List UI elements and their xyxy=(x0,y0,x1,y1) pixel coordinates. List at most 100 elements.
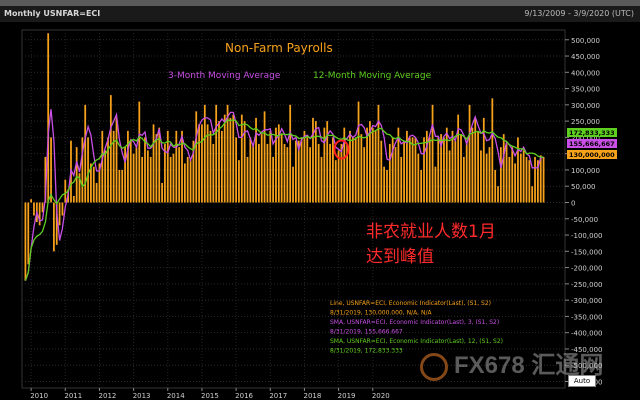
payroll-bar xyxy=(340,143,343,203)
payroll-bar xyxy=(460,134,462,203)
payroll-bar xyxy=(58,202,61,226)
info-legend-row: 8/31/2019, 155,666.667 xyxy=(330,329,403,336)
y-tick-label: 350,000 xyxy=(571,86,600,94)
payroll-bar xyxy=(132,153,135,203)
payroll-bar xyxy=(497,186,499,203)
payroll-bar xyxy=(369,121,371,203)
payroll-bar xyxy=(220,130,223,203)
annotation-line-2: 达到峰值 xyxy=(366,247,434,267)
plot-area xyxy=(21,29,566,389)
payroll-bar xyxy=(519,153,522,203)
y-tick-label: 500,000 xyxy=(571,37,600,45)
payroll-bar xyxy=(112,130,115,203)
payroll-bar xyxy=(90,163,92,203)
payroll-bar xyxy=(255,117,257,203)
payroll-bar xyxy=(235,137,237,203)
sma12-line xyxy=(24,119,544,281)
payroll-bar xyxy=(272,156,274,203)
payroll-bar xyxy=(72,195,75,203)
payroll-bar xyxy=(192,140,195,203)
payroll-bar xyxy=(437,137,440,203)
payroll-bar xyxy=(491,98,494,203)
payroll-bar xyxy=(138,101,141,203)
payroll-bar xyxy=(166,130,169,203)
payroll-bar xyxy=(462,156,465,203)
payroll-bar xyxy=(121,169,124,203)
payroll-bar xyxy=(118,169,121,203)
payroll-bar xyxy=(135,147,138,203)
info-legend-row: SMA, USNFAR=ECI, Economic Indicator(Last… xyxy=(330,319,499,326)
payroll-bar xyxy=(451,130,454,203)
payroll-bar xyxy=(215,104,218,203)
payroll-bar xyxy=(212,143,215,203)
payrolls-chart: 500,000 450,000 400,000 350,000 300,000 250,0… xyxy=(21,29,617,400)
payroll-bar xyxy=(246,156,249,203)
payroll-bar xyxy=(47,33,50,203)
payroll-bar xyxy=(64,179,67,203)
payroll-bar xyxy=(92,166,95,203)
payroll-bar xyxy=(522,150,525,203)
payroll-bar xyxy=(260,134,263,203)
payroll-bar xyxy=(164,143,166,203)
y-tick-label: -300,000 xyxy=(571,297,602,305)
chart-title: Non-Farm Payrolls xyxy=(225,41,333,55)
payroll-bar xyxy=(81,137,84,203)
x-tick-label: 2020 xyxy=(372,392,390,400)
payroll-bar xyxy=(525,156,528,203)
payroll-bar xyxy=(403,140,405,203)
payroll-bar xyxy=(374,130,377,203)
payroll-bar xyxy=(414,137,417,203)
payroll-bar xyxy=(209,130,212,203)
payroll-bar xyxy=(536,160,539,203)
last-value-label: 172,833,333 xyxy=(569,129,615,137)
payroll-bar xyxy=(78,173,81,203)
auto-scale-button[interactable]: Auto xyxy=(568,375,596,387)
payroll-bar xyxy=(243,121,246,203)
payroll-bar xyxy=(169,156,172,203)
y-tick-label: 0 xyxy=(571,199,575,207)
payroll-bar xyxy=(417,153,420,203)
payroll-bar xyxy=(502,134,505,203)
x-tick-label: 2012 xyxy=(99,392,117,400)
payroll-bar xyxy=(109,95,112,203)
payroll-bar xyxy=(360,134,363,203)
legend-sma3: 3-Month Moving Average xyxy=(168,71,281,81)
payroll-bar xyxy=(411,137,414,203)
x-tick-label: 2011 xyxy=(64,392,82,400)
y-tick-label: -450,000 xyxy=(571,346,602,354)
payroll-bar xyxy=(534,156,536,203)
payroll-bar xyxy=(53,202,55,252)
payroll-bar xyxy=(238,160,240,203)
info-legend-row: 8/31/2019, 172,833.333 xyxy=(330,348,403,355)
payroll-bar xyxy=(314,121,317,203)
payroll-bar xyxy=(511,147,514,203)
payroll-bar xyxy=(232,114,235,203)
payroll-bar xyxy=(477,130,479,203)
payroll-bar xyxy=(397,127,400,203)
payroll-bar xyxy=(434,166,437,203)
payroll-bar xyxy=(127,130,129,203)
payroll-bar xyxy=(266,143,269,203)
payroll-bar xyxy=(423,137,425,203)
payroll-bar xyxy=(312,117,314,203)
payroll-bar xyxy=(249,137,252,203)
payroll-bar xyxy=(488,147,491,203)
payroll-bar xyxy=(517,137,519,203)
payroll-bar xyxy=(41,202,44,213)
payroll-bar xyxy=(269,130,272,203)
payroll-bar xyxy=(175,130,178,203)
payroll-bar xyxy=(189,160,192,203)
y-tick-label: -50,000 xyxy=(571,216,598,224)
payroll-bar xyxy=(320,156,323,203)
x-tick-label: 2017 xyxy=(269,392,287,400)
payroll-bar xyxy=(329,143,331,203)
payroll-bar xyxy=(431,104,434,203)
payroll-bar xyxy=(303,130,306,203)
payroll-bar xyxy=(377,104,380,203)
payroll-bar xyxy=(263,111,266,203)
payroll-bar xyxy=(104,150,107,203)
x-tick-label: 2018 xyxy=(304,392,322,400)
payroll-bar xyxy=(485,153,488,203)
payroll-bar xyxy=(425,130,428,203)
payroll-bar xyxy=(55,202,58,245)
